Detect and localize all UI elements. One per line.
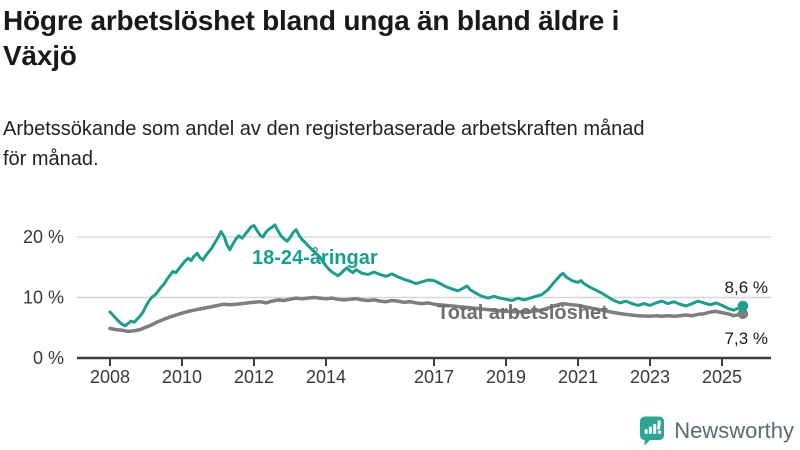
page-title-line-2: Växjö [3, 40, 77, 71]
newsworthy-logo-icon [640, 416, 665, 446]
series-label: 18-24-åringar [252, 246, 378, 269]
page-title: Högre arbetslöshet bland unga än bland ä… [3, 3, 619, 73]
page-title-line-1: Högre arbetslöshet bland unga än bland ä… [3, 5, 620, 36]
x-tick-label: 2008 [90, 367, 130, 387]
unemployment-line-chart: 0 % 10 % 20 % 2008 2010 2012 2014 2017 2019 2021 2… [23, 223, 771, 387]
x-tick-label: 2021 [558, 367, 598, 387]
y-tick-label: 20 % [23, 227, 64, 247]
x-tick-label: 2010 [162, 367, 202, 387]
x-tick-label: 2023 [630, 367, 670, 387]
x-tick-label: 2019 [486, 367, 526, 387]
chart-subtitle: Arbetssökande som andel av den registerb… [3, 114, 645, 174]
newsworthy-brand-link[interactable]: Newsworthy [639, 416, 794, 446]
x-tick-label: 2012 [234, 367, 274, 387]
x-tick-label: 2017 [414, 367, 454, 387]
brand-name: Newsworthy [674, 418, 794, 443]
series-line [108, 295, 745, 334]
x-tick-label: 2025 [702, 367, 742, 387]
series-end-value-label: 8,6 % [725, 278, 768, 297]
series-line [108, 223, 745, 328]
chart-subtitle-line-2: för månad. [3, 148, 99, 170]
y-tick-label: 10 % [23, 288, 64, 308]
series-label: Total arbetslöshet [437, 302, 608, 324]
series-end-value-label: 7,3 % [725, 329, 768, 348]
x-tick-label: 2014 [306, 367, 346, 387]
chart-subtitle-line-1: Arbetssökande som andel av den registerb… [3, 118, 645, 140]
y-tick-label: 0 % [33, 348, 64, 368]
series-end-dot [737, 300, 749, 312]
series-end-dot [737, 308, 749, 320]
